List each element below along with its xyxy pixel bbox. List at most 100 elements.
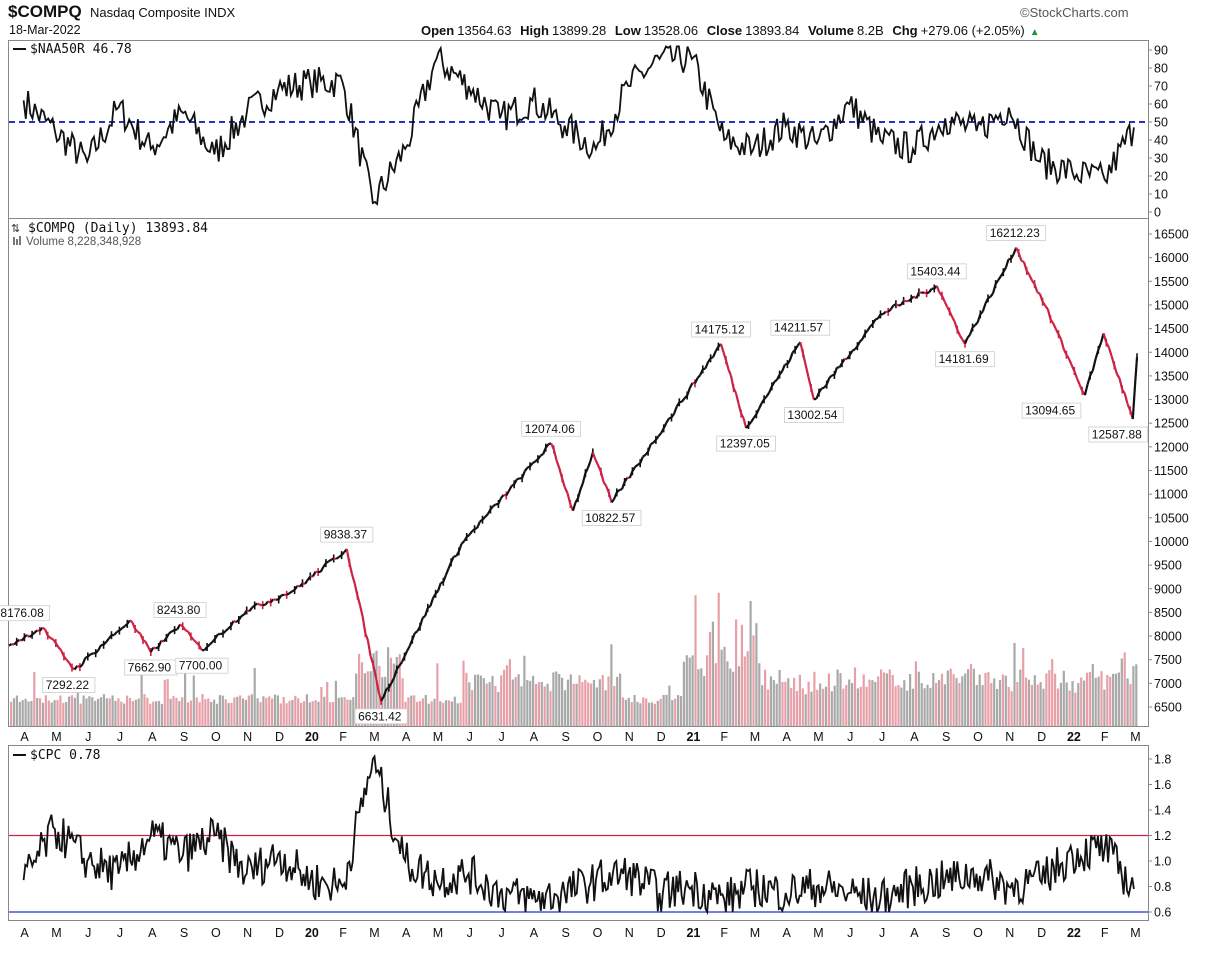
price-segment [348,562,354,575]
volume-bar [520,686,523,726]
volume-bar [819,683,822,726]
price-segment [851,348,856,352]
high-label: High [520,23,549,38]
price-segment [584,467,589,474]
price-segment [87,653,92,658]
price-segment [951,316,956,323]
price-segment [1113,364,1118,375]
price-segment [971,324,976,329]
price-segment [523,467,529,472]
month-label: N [243,926,252,940]
volume-bar [514,677,517,726]
volume-bar [184,667,187,726]
price-segment [79,663,84,668]
volume-bar [671,700,674,726]
volume-bar [604,690,607,726]
price-segment [623,477,629,483]
volume-bar [276,695,279,726]
volume-bar [940,673,944,726]
price-segment [755,408,760,415]
annotation-label: 8176.08 [0,606,44,620]
volume-bar [688,657,691,726]
price-segment [181,625,187,631]
annotation-box [770,319,831,336]
price-segment [818,388,823,394]
volume-bar [717,592,720,726]
volume-bar [537,682,540,726]
price-segment [222,630,227,635]
price-segment [403,650,409,658]
price-segment [724,360,730,370]
volume-bar [969,663,973,726]
price-segment [192,639,198,644]
price-segment [168,630,173,635]
price-segment [1057,333,1063,340]
volume-bar [877,676,880,726]
month-label: S [180,926,188,940]
price-segment [650,441,654,446]
volume-bar [740,624,743,726]
price-segment [395,665,401,671]
price-segment [516,477,520,481]
price-segment [681,397,686,403]
annotation-box [521,420,581,437]
price-segment [571,502,577,512]
volume-bar [880,669,883,726]
price-segment [552,449,558,461]
volume-bar [439,701,442,726]
volume-bar [810,691,813,726]
volume-bar [1114,673,1118,726]
price-segment [607,492,613,503]
volume-bar [906,690,909,726]
volume-bar [958,683,961,726]
naa-y-tick-label: 10 [1154,188,1168,202]
annotation-box [1021,402,1082,419]
naa50r-line [22,44,1135,206]
month-label: N [625,730,634,744]
volume-bar [653,703,656,726]
price-segment [113,631,118,636]
naa-y-tick-label: 30 [1154,152,1168,166]
volume-bar [488,682,491,726]
price-segment [989,292,994,298]
price-segment [655,435,660,441]
volume-bar [703,676,706,726]
volume-bar [65,702,68,726]
volume-bar [166,679,169,726]
volume-bar [746,651,749,726]
price-segment [1010,253,1015,260]
price-y-tick-label: 10500 [1154,511,1189,525]
volume-bar [955,678,958,726]
price-segment [264,600,269,606]
volume-bar [787,678,790,726]
price-segment [548,442,552,446]
volume-bar [711,621,714,726]
volume-bar [505,665,509,726]
price-segment [474,526,478,531]
volume-bar [1001,674,1004,726]
volume-bar [882,672,886,726]
price-segment [821,386,825,390]
price-segment [841,358,846,364]
price-segment [848,350,854,356]
volume-bar [291,700,294,726]
month-label: N [243,730,252,744]
volume-bar [691,655,694,726]
price-segment [81,657,87,665]
volume-bar [743,656,746,726]
price-y-tick-label: 12500 [1154,417,1189,431]
price-segment [174,628,178,632]
volume-bar [468,682,471,726]
price-segment [311,571,317,578]
volume-bar [343,697,346,726]
volume-bar [845,685,848,726]
price-segment [732,387,737,394]
volume-bar [256,698,259,726]
volume-bar [366,671,369,726]
volume-bar [447,700,451,726]
volume-bar [407,697,410,726]
volume-bar [793,677,796,726]
month-label: S [942,730,950,744]
price-segment [468,530,473,536]
volume-bar [53,700,56,726]
